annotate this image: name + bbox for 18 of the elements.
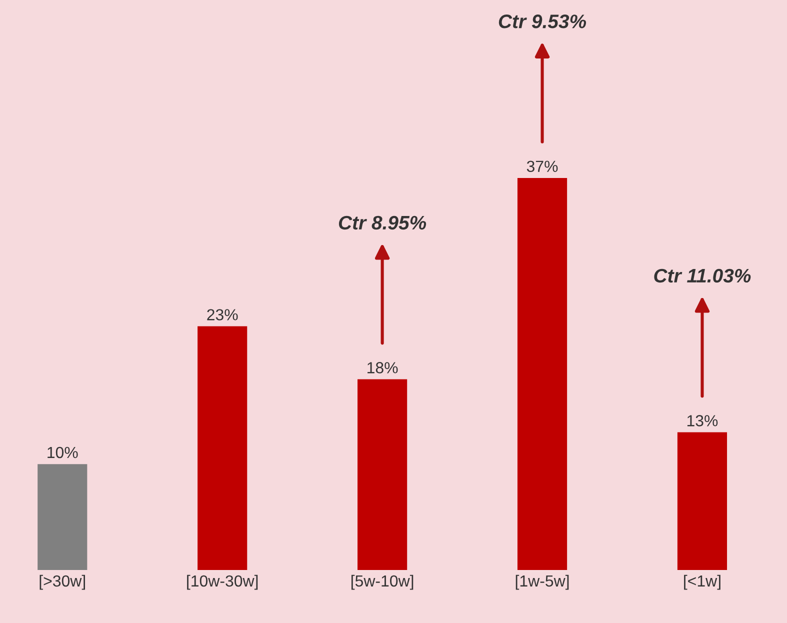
data-label: 18% bbox=[368, 362, 398, 374]
bar bbox=[358, 379, 408, 570]
bar bbox=[38, 464, 88, 570]
data-label: 37% bbox=[526, 160, 558, 172]
bar bbox=[677, 432, 728, 570]
bar bbox=[517, 178, 568, 570]
x-tick-label: [>30w] bbox=[40, 574, 85, 590]
x-tick-label: [5w-10w] bbox=[351, 574, 414, 590]
annotation: Ctr 8.95% bbox=[338, 216, 426, 230]
data-label: 10% bbox=[48, 446, 78, 458]
x-tick-label: [<1w] bbox=[684, 574, 720, 590]
x-tick-label: [10w-30w] bbox=[187, 574, 258, 590]
data-label: 13% bbox=[687, 415, 718, 426]
x-tick-label: [1w-5w] bbox=[516, 574, 569, 590]
text: Ctr 9.53% bbox=[498, 14, 586, 28]
bar bbox=[198, 326, 248, 570]
data-label: 23% bbox=[207, 309, 238, 320]
annotation: Ctr 11.03% bbox=[654, 268, 751, 283]
